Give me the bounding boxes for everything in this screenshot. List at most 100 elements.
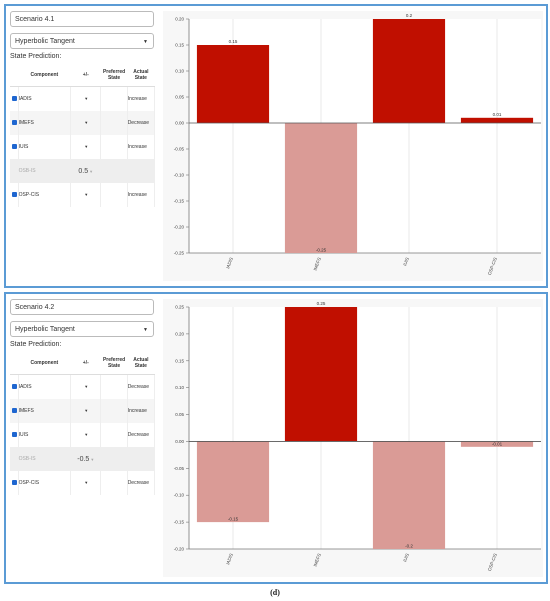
y-tick-label: -0.20 (174, 547, 185, 552)
y-tick-label: 0.00 (175, 439, 184, 444)
value-select[interactable]: ▼ (70, 111, 102, 135)
y-tick-label: 0.15 (175, 43, 184, 48)
value-select[interactable]: ▼ (70, 471, 102, 495)
actual-state-cell: Decrease (127, 423, 156, 447)
transfer-function-value: Hyperbolic Tangent (15, 38, 75, 45)
row-checkbox[interactable] (10, 86, 19, 111)
y-tick-label: 0.05 (175, 412, 184, 417)
row-checkbox-empty[interactable] (10, 159, 19, 183)
dropdown-caret-icon: ▼ (84, 144, 89, 149)
bar-osp-cis (460, 441, 534, 447)
component-header: Component (18, 352, 71, 375)
actual-state-header: Actual State (127, 352, 155, 375)
checkbox-checked-icon[interactable] (12, 480, 17, 486)
row-checkbox[interactable] (10, 423, 19, 447)
value-select[interactable]: ▼ (70, 423, 102, 447)
y-tick-label: 0.25 (175, 305, 184, 310)
preferred-state-cell (100, 159, 128, 183)
dropdown-caret-icon: ▼ (84, 96, 89, 101)
data-label: 0.15 (229, 39, 238, 44)
scenario-panel-1: Scenario 4.1 Hyperbolic Tangent ▼ State … (4, 4, 548, 288)
value-select[interactable]: -0.5▼ (70, 447, 102, 471)
value-select[interactable]: ▼ (70, 86, 102, 111)
scenario-name-field[interactable]: Scenario 4.2 (10, 299, 154, 315)
state-prediction-table: Component +/- Preferred State Actual Sta… (10, 64, 156, 207)
value-header: +/- (70, 64, 101, 87)
value-select[interactable]: 0.5▼ (70, 159, 102, 183)
transfer-function-select[interactable]: Hyperbolic Tangent ▼ (10, 321, 154, 337)
dropdown-caret-icon: ▼ (84, 120, 89, 125)
row-checkbox[interactable] (10, 471, 19, 495)
preferred-state-cell (100, 86, 128, 111)
state-prediction-table: Component +/- Preferred State Actual Sta… (10, 352, 156, 495)
preferred-state-header: Preferred State (100, 352, 128, 375)
checkbox-checked-icon[interactable] (12, 408, 17, 414)
table-row: IUIS ▼ Increase (10, 135, 156, 159)
y-tick-label: 0.20 (175, 17, 184, 22)
row-checkbox[interactable] (10, 183, 19, 207)
y-tick-label: -0.10 (174, 173, 185, 178)
actual-state-cell: Decrease (127, 111, 156, 135)
y-tick-label: 0.10 (175, 385, 184, 390)
x-tick-label: IADIS (225, 553, 234, 566)
x-tick-label: IUIS (402, 257, 410, 267)
checkbox-checked-icon[interactable] (12, 192, 17, 198)
dropdown-caret-icon: ▼ (84, 408, 89, 413)
actual-state-header: Actual State (127, 64, 155, 87)
component-header: Component (18, 64, 71, 87)
row-checkbox[interactable] (10, 399, 19, 423)
actual-state-cell (127, 159, 156, 183)
preferred-state-cell (100, 135, 128, 159)
data-label: -0.01 (492, 441, 503, 446)
x-tick-label: OSP-CIS (487, 553, 498, 572)
checkbox-checked-icon[interactable] (12, 96, 17, 102)
checkbox-checked-icon[interactable] (12, 432, 17, 438)
checkbox-checked-icon[interactable] (12, 144, 17, 150)
scenario-name-field[interactable]: Scenario 4.1 (10, 11, 154, 27)
bar-iadis (196, 45, 270, 123)
preferred-state-cell (100, 471, 128, 495)
table-row: OSP-CIS ▼ Decrease (10, 471, 156, 495)
bar-osp-cis (460, 117, 534, 123)
preferred-state-header: Preferred State (100, 64, 128, 87)
actual-state-cell: Increase (127, 86, 156, 111)
data-label: -0.2 (405, 544, 413, 549)
row-checkbox[interactable] (10, 111, 19, 135)
y-tick-label: 0.00 (175, 121, 184, 126)
dropdown-caret-icon: ▼ (84, 192, 89, 197)
component-name: IADIS (18, 86, 72, 111)
data-label: 0.25 (317, 301, 326, 306)
table-row: IMEFS ▼ Increase (10, 399, 156, 423)
value-select[interactable]: ▼ (70, 374, 102, 399)
data-label: 0.01 (493, 112, 502, 117)
y-tick-label: -0.05 (174, 466, 185, 471)
preferred-state-cell (100, 423, 128, 447)
preferred-state-cell (100, 374, 128, 399)
checkbox-checked-icon[interactable] (12, 120, 17, 126)
row-checkbox[interactable] (10, 374, 19, 399)
state-chart-1: 0.20 0.15 0.10 0.05 0.00 -0.05 -0.10 -0.15 -0.20… (163, 11, 543, 281)
preferred-state-cell (100, 111, 128, 135)
value-select[interactable]: ▼ (70, 183, 102, 207)
row-checkbox[interactable] (10, 135, 19, 159)
value-select[interactable]: ▼ (70, 399, 102, 423)
actual-state-cell (127, 447, 156, 471)
value-header: +/- (70, 352, 101, 375)
y-tick-label: 0.05 (175, 95, 184, 100)
table-row: IADIS ▼ Decrease (10, 374, 156, 399)
row-checkbox-empty[interactable] (10, 447, 19, 471)
bar-chart-svg: 0.25 0.20 0.15 0.10 0.05 0.00 -0.05 -0.10 -0.15 -… (163, 299, 543, 577)
table-row: IADIS ▼ Increase (10, 86, 156, 111)
preferred-state-cell (100, 183, 128, 207)
y-tick-label: 0.15 (175, 358, 184, 363)
bar-iadis (196, 441, 270, 523)
checkbox-checked-icon[interactable] (12, 384, 17, 390)
value-select[interactable]: ▼ (70, 135, 102, 159)
component-name: OSP-CIS (18, 183, 72, 207)
dropdown-caret-icon: ▼ (143, 327, 148, 333)
y-tick-label: -0.25 (174, 251, 185, 256)
transfer-function-select[interactable]: Hyperbolic Tangent ▼ (10, 33, 154, 49)
table-row: IMEFS ▼ Decrease (10, 111, 156, 135)
x-tick-label: IADIS (225, 257, 234, 270)
actual-state-cell: Increase (127, 183, 156, 207)
